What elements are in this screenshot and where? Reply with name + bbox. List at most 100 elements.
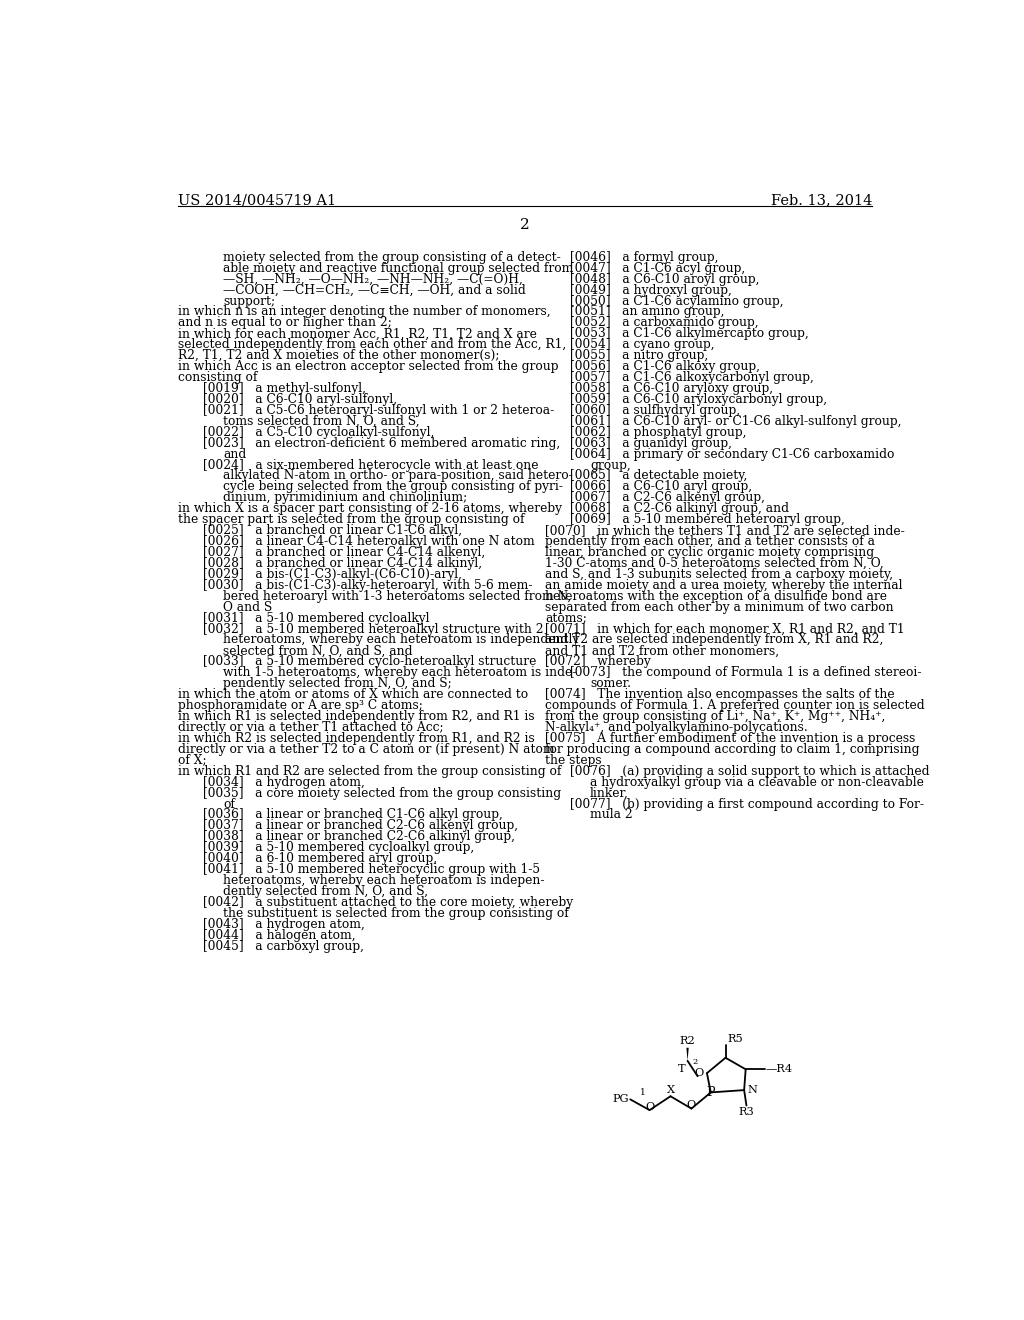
Text: in which X is a spacer part consisting of 2-16 atoms, whereby: in which X is a spacer part consisting o… (178, 503, 562, 515)
Text: dently selected from N, O, and S,: dently selected from N, O, and S, (223, 884, 428, 898)
Text: T: T (678, 1064, 685, 1073)
Text: [0071]   in which for each monomer X, R1 and R2, and T1: [0071] in which for each monomer X, R1 a… (545, 623, 904, 635)
Text: [0055]   a nitro group,: [0055] a nitro group, (569, 350, 708, 362)
Text: [0076]   (a) providing a solid support to which is attached: [0076] (a) providing a solid support to … (569, 764, 929, 777)
Text: [0027]   a branched or linear C4-C14 alkenyl,: [0027] a branched or linear C4-C14 alken… (203, 546, 485, 558)
Text: [0070]   in which the tethers T1 and T2 are selected inde-: [0070] in which the tethers T1 and T2 ar… (545, 524, 904, 537)
Text: linker,: linker, (590, 787, 629, 800)
Text: in which Acc is an electron acceptor selected from the group: in which Acc is an electron acceptor sel… (178, 360, 559, 374)
Text: [0022]   a C5-C10 cycloalkyl-sulfonyl,: [0022] a C5-C10 cycloalkyl-sulfonyl, (203, 426, 434, 438)
Text: [0039]   a 5-10 membered cycloalkyl group,: [0039] a 5-10 membered cycloalkyl group, (203, 841, 474, 854)
Text: [0046]   a formyl group,: [0046] a formyl group, (569, 251, 718, 264)
Text: —SH, —NH₂, —O—NH₂, —NH—NH₂, —C(=O)H,: —SH, —NH₂, —O—NH₂, —NH—NH₂, —C(=O)H, (223, 273, 523, 285)
Text: [0051]   an amino group,: [0051] an amino group, (569, 305, 724, 318)
Text: of: of (223, 797, 236, 810)
Text: PG: PG (612, 1094, 629, 1105)
Text: in which R1 and R2 are selected from the group consisting of: in which R1 and R2 are selected from the… (178, 764, 562, 777)
Text: R2, T1, T2 and X moieties of the other monomer(s);: R2, T1, T2 and X moieties of the other m… (178, 350, 500, 362)
Text: [0075]   A further embodiment of the invention is a process: [0075] A further embodiment of the inven… (545, 731, 915, 744)
Text: separated from each other by a minimum of two carbon: separated from each other by a minimum o… (545, 601, 894, 614)
Text: directly or via a tether T2 to a C atom or (if present) N atom: directly or via a tether T2 to a C atom … (178, 743, 555, 756)
Text: in which R2 is selected independently from R1, and R2 is: in which R2 is selected independently fr… (178, 731, 536, 744)
Text: [0042]   a substituent attached to the core moiety, whereby: [0042] a substituent attached to the cor… (203, 896, 573, 909)
Text: [0021]   a C5-C6 heteroaryl-sulfonyl with 1 or 2 heteroa-: [0021] a C5-C6 heteroaryl-sulfonyl with … (203, 404, 554, 417)
Text: heteroatoms with the exception of a disulfide bond are: heteroatoms with the exception of a disu… (545, 590, 887, 603)
Text: [0030]   a bis-(C1-C3)-alky-heteroaryl, with 5-6 mem-: [0030] a bis-(C1-C3)-alky-heteroaryl, wi… (203, 578, 532, 591)
Text: [0069]   a 5-10 membered heteroaryl group,: [0069] a 5-10 membered heteroaryl group, (569, 513, 845, 527)
Text: bered heteroaryl with 1-3 heteroatoms selected from N,: bered heteroaryl with 1-3 heteroatoms se… (223, 590, 571, 603)
Text: [0028]   a branched or linear C4-C14 alkinyl,: [0028] a branched or linear C4-C14 alkin… (203, 557, 482, 570)
Text: group,: group, (590, 458, 631, 471)
Text: 2: 2 (692, 1059, 697, 1067)
Text: [0038]   a linear or branched C2-C6 alkinyl group,: [0038] a linear or branched C2-C6 alkiny… (203, 830, 515, 843)
Text: [0025]   a branched or linear C1-C6 alkyl,: [0025] a branched or linear C1-C6 alkyl, (203, 524, 462, 537)
Text: mula 2: mula 2 (590, 808, 633, 821)
Text: [0061]   a C6-C10 aryl- or C1-C6 alkyl-sulfonyl group,: [0061] a C6-C10 aryl- or C1-C6 alkyl-sul… (569, 414, 901, 428)
Text: the steps: the steps (545, 754, 601, 767)
Text: heteroatoms, whereby each heteroatom is indepen-: heteroatoms, whereby each heteroatom is … (223, 874, 545, 887)
Text: O and S: O and S (223, 601, 272, 614)
Text: toms selected from N, O, and S,: toms selected from N, O, and S, (223, 414, 420, 428)
Text: [0063]   a guanidyl group,: [0063] a guanidyl group, (569, 437, 732, 450)
Text: [0019]   a methyl-sulfonyl,: [0019] a methyl-sulfonyl, (203, 381, 367, 395)
Text: and n is equal to or higher than 2;: and n is equal to or higher than 2; (178, 317, 392, 330)
Text: moiety selected from the group consisting of a detect-: moiety selected from the group consistin… (223, 251, 561, 264)
Text: —COOH, —CH=CH₂, —C≡CH, —OH, and a solid: —COOH, —CH=CH₂, —C≡CH, —OH, and a solid (223, 284, 526, 297)
Text: [0057]   a C1-C6 alkoxycarbonyl group,: [0057] a C1-C6 alkoxycarbonyl group, (569, 371, 814, 384)
Text: of X;: of X; (178, 754, 207, 767)
Text: [0077]   (b) providing a first compound according to For-: [0077] (b) providing a first compound ac… (569, 797, 924, 810)
Text: an amide moiety and a urea moiety, whereby the internal: an amide moiety and a urea moiety, where… (545, 578, 902, 591)
Text: X: X (668, 1085, 676, 1096)
Text: R5: R5 (727, 1034, 742, 1044)
Text: and T2 are selected independently from X, R1 and R2,: and T2 are selected independently from X… (545, 634, 884, 647)
Text: [0034]   a hydrogen atom,: [0034] a hydrogen atom, (203, 776, 365, 788)
Text: [0033]   a 5-10 membered cyclo-heteroalkyl structure: [0033] a 5-10 membered cyclo-heteroalkyl… (203, 655, 537, 668)
Text: somer.: somer. (590, 677, 631, 690)
Text: N-alkyl₄⁺, and polyalkylamino-polycations.: N-alkyl₄⁺, and polyalkylamino-polycation… (545, 721, 808, 734)
Text: the substituent is selected from the group consisting of: the substituent is selected from the gro… (223, 907, 569, 920)
Text: with 1-5 heteroatoms, whereby each heteroatom is inde-: with 1-5 heteroatoms, whereby each heter… (223, 667, 577, 680)
Text: [0043]   a hydrogen atom,: [0043] a hydrogen atom, (203, 917, 365, 931)
Text: O: O (694, 1068, 703, 1078)
Text: selected independently from each other and from the Acc, R1,: selected independently from each other a… (178, 338, 566, 351)
Text: [0037]   a linear or branched C2-C6 alkenyl group,: [0037] a linear or branched C2-C6 alkeny… (203, 820, 518, 833)
Text: in which for each monomer Acc, R1, R2, T1, T2 and X are: in which for each monomer Acc, R1, R2, T… (178, 327, 538, 341)
Text: [0073]   the compound of Formula 1 is a defined stereoi-: [0073] the compound of Formula 1 is a de… (569, 667, 922, 680)
Text: R3: R3 (738, 1107, 755, 1117)
Text: and: and (223, 447, 247, 461)
Text: selected from N, O, and S, and: selected from N, O, and S, and (223, 644, 413, 657)
Text: alkylated N-atom in ortho- or para-position, said hetero-: alkylated N-atom in ortho- or para-posit… (223, 470, 573, 483)
Text: [0036]   a linear or branched C1-C6 alkyl group,: [0036] a linear or branched C1-C6 alkyl … (203, 808, 503, 821)
Text: the spacer part is selected from the group consisting of: the spacer part is selected from the gro… (178, 513, 525, 527)
Text: O: O (687, 1100, 696, 1110)
Text: O: O (645, 1102, 654, 1111)
Text: [0041]   a 5-10 membered heterocyclic group with 1-5: [0041] a 5-10 membered heterocyclic grou… (203, 863, 541, 876)
Text: consisting of: consisting of (178, 371, 258, 384)
Text: 1-30 C-atoms and 0-5 heteroatoms selected from N, O,: 1-30 C-atoms and 0-5 heteroatoms selecte… (545, 557, 884, 570)
Text: from the group consisting of Li⁺, Na⁺, K⁺, Mg⁺⁺, NH₄⁺,: from the group consisting of Li⁺, Na⁺, K… (545, 710, 886, 723)
Text: 1: 1 (640, 1088, 645, 1097)
Text: [0049]   a hydroxyl group,: [0049] a hydroxyl group, (569, 284, 731, 297)
Text: [0045]   a carboxyl group,: [0045] a carboxyl group, (203, 940, 365, 953)
Text: [0065]   a detectable moiety,: [0065] a detectable moiety, (569, 470, 748, 483)
Text: phosphoramidate or A are sp³ C atoms;: phosphoramidate or A are sp³ C atoms; (178, 700, 423, 711)
Text: [0024]   a six-membered heterocycle with at least one: [0024] a six-membered heterocycle with a… (203, 458, 539, 471)
Text: heteroatoms, whereby each heteroatom is independently: heteroatoms, whereby each heteroatom is … (223, 634, 580, 647)
Text: [0053]   a C1-C6 alkylmercapto group,: [0053] a C1-C6 alkylmercapto group, (569, 327, 809, 341)
Text: [0067]   a C2-C6 alkenyl group,: [0067] a C2-C6 alkenyl group, (569, 491, 765, 504)
Text: [0044]   a halogen atom,: [0044] a halogen atom, (203, 929, 355, 941)
Text: [0068]   a C2-C6 alkinyl group, and: [0068] a C2-C6 alkinyl group, and (569, 503, 788, 515)
Text: —R4: —R4 (765, 1064, 793, 1074)
Text: able moiety and reactive functional group selected from: able moiety and reactive functional grou… (223, 261, 573, 275)
Text: [0074]   The invention also encompasses the salts of the: [0074] The invention also encompasses th… (545, 688, 895, 701)
Text: 2: 2 (520, 218, 529, 232)
Text: US 2014/0045719 A1: US 2014/0045719 A1 (178, 193, 337, 207)
Text: linear, branched or cyclic organic moiety comprising: linear, branched or cyclic organic moiet… (545, 546, 874, 558)
Text: cycle being selected from the group consisting of pyri-: cycle being selected from the group cons… (223, 480, 563, 494)
Text: [0050]   a C1-C6 acylamino group,: [0050] a C1-C6 acylamino group, (569, 294, 783, 308)
Text: [0060]   a sulfhydryl group,: [0060] a sulfhydryl group, (569, 404, 740, 417)
Text: [0064]   a primary or secondary C1-C6 carboxamido: [0064] a primary or secondary C1-C6 carb… (569, 447, 894, 461)
Text: in which n is an integer denoting the number of monomers,: in which n is an integer denoting the nu… (178, 305, 551, 318)
Text: [0066]   a C6-C10 aryl group,: [0066] a C6-C10 aryl group, (569, 480, 752, 494)
Text: [0058]   a C6-C10 aryloxy group,: [0058] a C6-C10 aryloxy group, (569, 381, 773, 395)
